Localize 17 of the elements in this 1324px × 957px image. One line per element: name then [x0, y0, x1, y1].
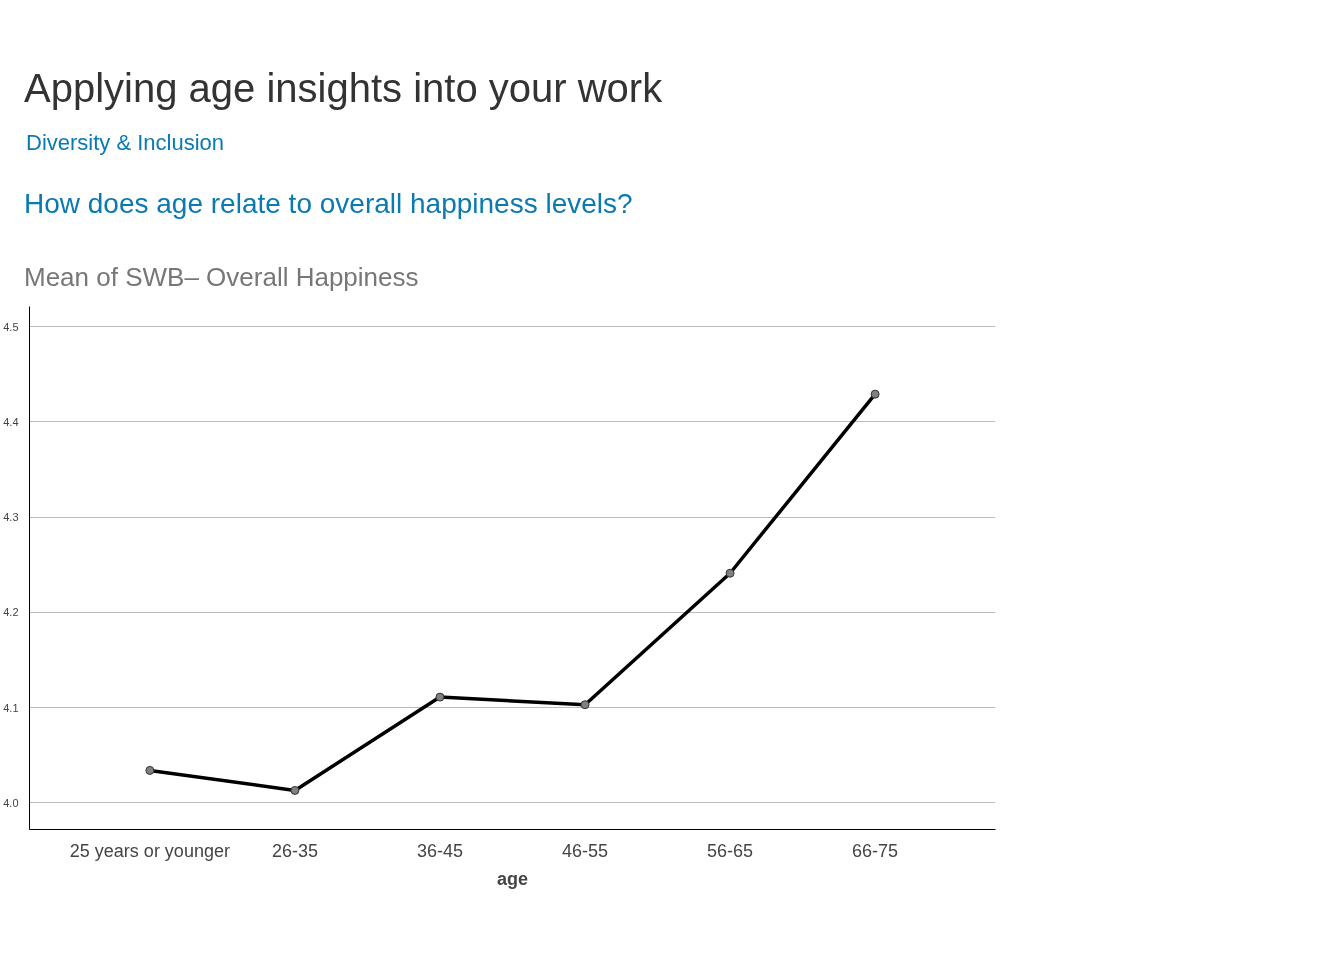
y-tick-label: 4.2 [3, 606, 19, 618]
text: Mean of SWB– Overall Happiness [24, 260, 419, 294]
chart-subtitle: Diversity & Inclusion [26, 129, 225, 158]
x-tick-label: 56-65 [707, 840, 754, 861]
x-tick-label: 66-75 [852, 840, 899, 861]
x-tick-label: 36-45 [416, 840, 464, 861]
x-axis-title: age [496, 868, 529, 889]
y-tick-label: 4.0 [3, 796, 19, 809]
x-tick-label: 26-35 [271, 840, 318, 861]
chart-title: Applying age insights into your work [24, 65, 663, 112]
x-tick-label: 46-55 [562, 840, 609, 861]
y-tick-label: 4.4 [3, 415, 19, 428]
text: How does age relate to overall happiness levels? [24, 186, 633, 221]
y-tick-label: 4.5 [3, 320, 19, 333]
x-tick-label: 25 years or younger [69, 840, 230, 861]
y-tick-label: 4.3 [3, 510, 19, 523]
y-tick-label: 4.1 [3, 701, 19, 714]
